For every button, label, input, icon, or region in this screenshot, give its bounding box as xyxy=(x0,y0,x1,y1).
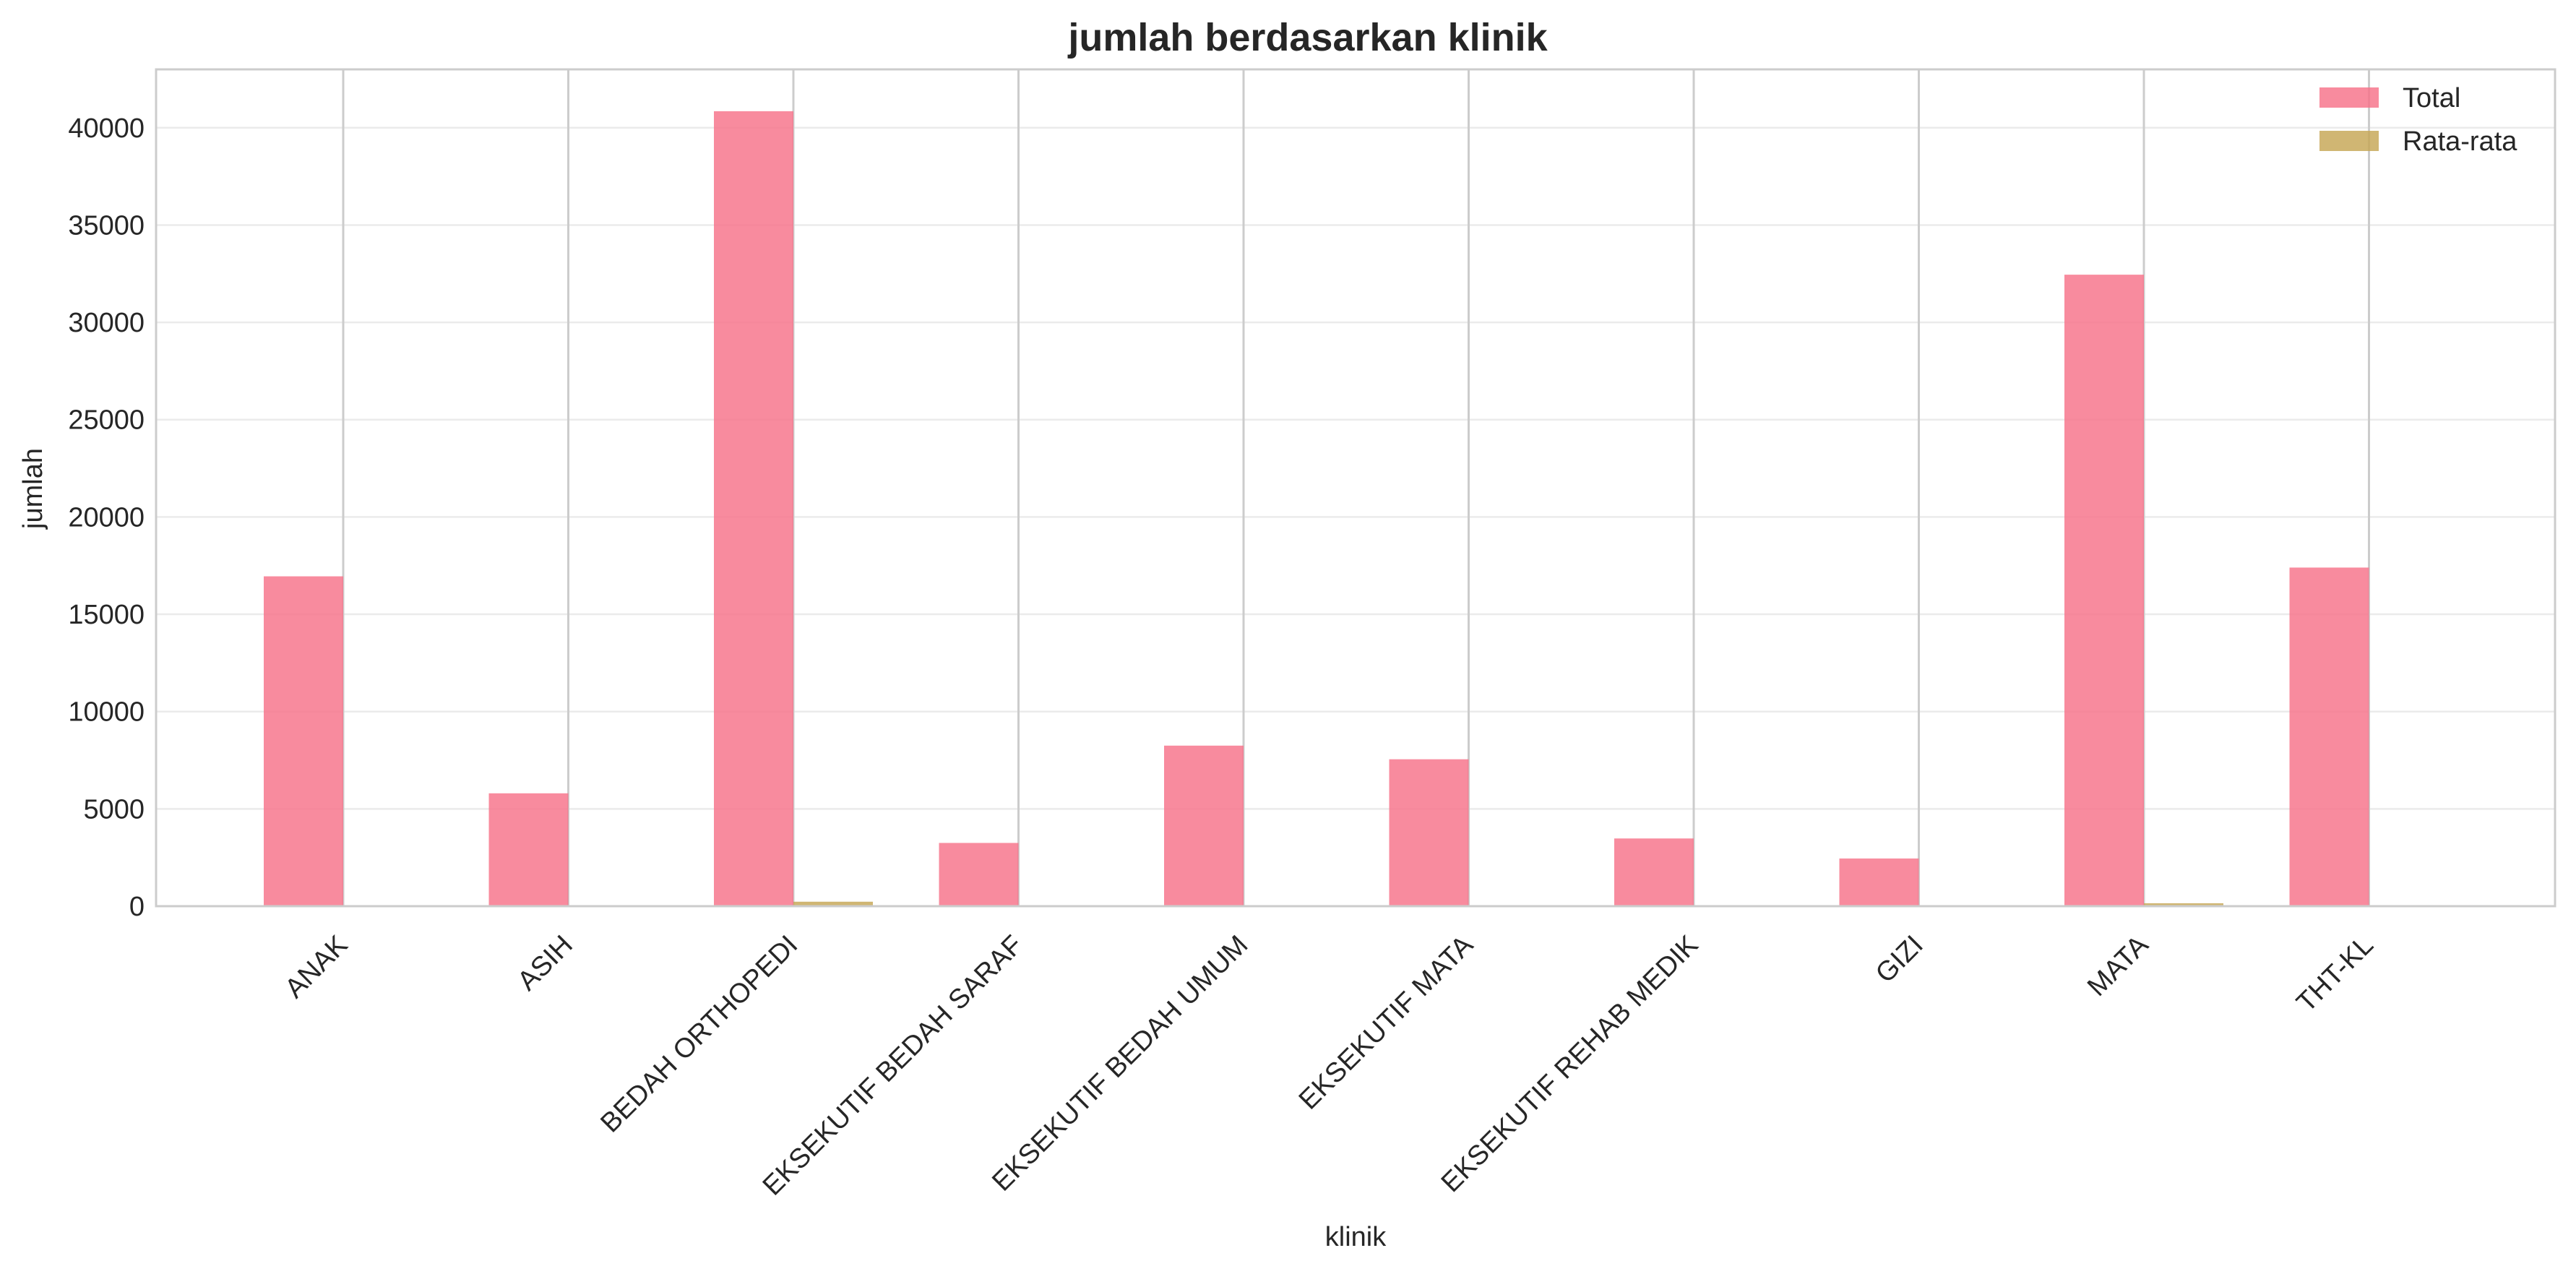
bar-total xyxy=(1614,838,1694,906)
bar-total xyxy=(2289,567,2369,906)
bar-rata-rata xyxy=(793,901,873,906)
bar-total xyxy=(488,793,569,906)
bar-total xyxy=(714,111,793,906)
x-tick-label: GIZI xyxy=(1870,930,1929,989)
x-axis-label: klinik xyxy=(1325,1222,1387,1252)
x-tick-label: EKSEKUTIF REHAB MEDIK xyxy=(1436,930,1705,1199)
y-tick-label: 15000 xyxy=(68,600,145,630)
y-tick-label: 40000 xyxy=(68,113,145,144)
y-tick-label: 35000 xyxy=(68,210,145,241)
x-tick-label: ANAK xyxy=(279,930,353,1004)
bar-total xyxy=(1164,745,1244,906)
y-tick-label: 10000 xyxy=(68,697,145,728)
legend-label: Rata-rata xyxy=(2403,126,2517,157)
x-tick-label: ASIH xyxy=(512,930,578,997)
y-tick-label: 5000 xyxy=(83,794,145,825)
horizontal-gridlines xyxy=(156,126,2555,908)
x-tick-label: MATA xyxy=(2082,929,2155,1002)
legend-swatch xyxy=(2319,131,2379,151)
bar-total xyxy=(1839,858,1919,906)
x-tick-label: EKSEKUTIF BEDAH UMUM xyxy=(986,930,1254,1197)
bars xyxy=(264,111,2449,906)
y-tick-labels: 0 5000 10000 15000 20000 25000 30000 35000 40000 xyxy=(68,113,145,922)
plot-frame xyxy=(155,68,2556,908)
bar-total xyxy=(1389,759,1469,906)
chart-title: jumlah berdasarkan klinik xyxy=(1067,16,1548,59)
bar-total xyxy=(2064,275,2144,906)
y-tick-label: 25000 xyxy=(68,405,145,436)
x-tick-label: BEDAH ORTHOPEDI xyxy=(595,930,804,1139)
y-axis-label: jumlah xyxy=(18,448,48,530)
x-tick-label: EKSEKUTIF BEDAH SARAF xyxy=(757,930,1029,1202)
y-tick-label: 0 xyxy=(129,892,145,922)
x-tick-label: EKSEKUTIF MATA xyxy=(1293,929,1480,1116)
legend: Total Rata-rata xyxy=(2319,83,2517,157)
bar-total xyxy=(264,576,343,906)
bar-total xyxy=(939,843,1019,906)
x-tick-label: THT-KL xyxy=(2291,930,2379,1018)
legend-swatch xyxy=(2319,87,2379,108)
bar-rata-rata xyxy=(2144,903,2223,906)
y-tick-label: 20000 xyxy=(68,502,145,533)
y-tick-label: 30000 xyxy=(68,308,145,338)
legend-label: Total xyxy=(2403,83,2460,113)
